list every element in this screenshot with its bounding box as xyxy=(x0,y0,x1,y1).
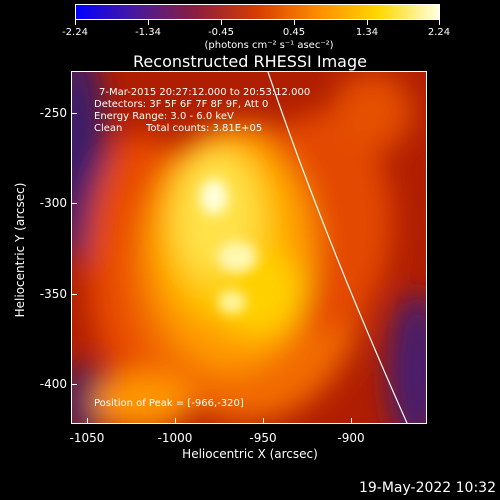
colorbar-tick-label: -1.34 xyxy=(135,27,161,38)
y-tick-mark xyxy=(71,294,77,295)
detectors-text: Detectors: 3F 5F 6F 7F 8F 9F, Att 0 xyxy=(94,99,268,110)
colorbar-tick-label: -2.24 xyxy=(62,27,88,38)
x-axis-label: Heliocentric X (arcsec) xyxy=(182,447,318,461)
energy-range-text: Energy Range: 3.0 - 6.0 keV xyxy=(94,111,234,122)
y-tick-mark xyxy=(71,113,77,114)
y-tick-mark xyxy=(71,384,77,385)
y-tick-label: -400 xyxy=(40,377,67,391)
colorbar-tick xyxy=(75,20,76,25)
x-tick-label: -950 xyxy=(249,431,276,445)
colorbar-tick xyxy=(221,20,222,25)
x-tick-mark xyxy=(87,418,88,424)
colorbar-tick-label: -0.45 xyxy=(208,27,234,38)
timestamp: 19-May-2022 10:32 xyxy=(359,480,496,496)
colorbar-tick-label: 2.24 xyxy=(428,27,450,38)
x-tick-mark xyxy=(175,418,176,424)
colorbar-tick-label: 1.34 xyxy=(356,27,378,38)
colorbar-tick-label: 0.45 xyxy=(283,27,305,38)
clean-label: Clean xyxy=(94,123,122,134)
peak-position-text: Position of Peak = [-966,-320] xyxy=(94,398,244,409)
y-tick-label: -350 xyxy=(40,287,67,301)
y-tick-label: -250 xyxy=(40,106,67,120)
y-tick-mark xyxy=(71,203,77,204)
plot-title: Reconstructed RHESSI Image xyxy=(133,52,367,71)
x-tick-mark xyxy=(263,418,264,424)
colorbar-tick xyxy=(367,20,368,25)
colorbar-tick xyxy=(294,20,295,25)
colorbar xyxy=(75,4,440,20)
x-tick-label: -1000 xyxy=(158,431,193,445)
x-tick-mark xyxy=(351,418,352,424)
y-tick-label: -300 xyxy=(40,196,67,210)
x-tick-label: -900 xyxy=(337,431,364,445)
y-axis-label: Heliocentric Y (arcsec) xyxy=(13,183,27,318)
colorbar-tick xyxy=(439,20,440,25)
colorbar-tick xyxy=(148,20,149,25)
time-range-text: 7-Mar-2015 20:27:12.000 to 20:53:12.000 xyxy=(99,87,310,98)
x-tick-label: -1050 xyxy=(70,431,105,445)
total-counts-text: Total counts: 3.81E+05 xyxy=(146,123,262,134)
colorbar-units: (photons cm⁻² s⁻¹ asec⁻²) xyxy=(204,40,333,51)
